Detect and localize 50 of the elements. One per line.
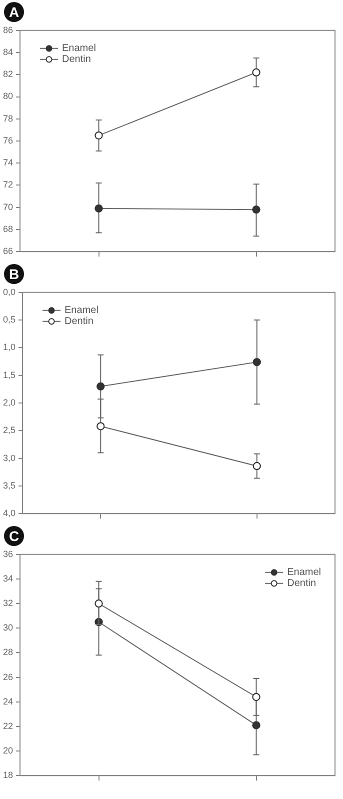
point: [96, 422, 105, 430]
y-tick-label: 86: [2, 24, 14, 35]
point: [252, 462, 261, 470]
y-tick-label: 80: [2, 91, 14, 102]
y-tick-label: 1,5: [2, 370, 16, 380]
point: [252, 206, 260, 214]
y-tick-label: 34: [2, 573, 14, 584]
y-tick-label: 2,0: [2, 397, 16, 408]
y-tick-label: 76: [2, 135, 14, 146]
y-tick-label: 24: [2, 696, 14, 706]
point: [94, 600, 103, 608]
y-tick-label: 72: [2, 180, 14, 190]
point: [252, 358, 261, 366]
chart-title: C: [4, 526, 24, 546]
y-tick-label: 1,0: [2, 342, 16, 352]
y-tick-label: 28: [2, 647, 14, 658]
y-tick-label: 30: [2, 622, 14, 633]
y-tick-label: 78: [2, 113, 14, 124]
chart-title: A: [4, 2, 24, 22]
y-tick-label: 0,0: [2, 286, 16, 297]
y-tick-label: 20: [2, 746, 14, 756]
y-tick-label: 18: [2, 770, 14, 780]
legend-label: Dentin: [287, 578, 316, 590]
y-tick-label: 32: [2, 598, 14, 608]
point: [252, 692, 260, 701]
legend-label: Enamel: [287, 567, 321, 578]
point: [96, 382, 105, 390]
legend-label: Enamel: [64, 305, 98, 316]
y-tick-label: 0,5: [2, 314, 16, 325]
y-tick-label: 3,5: [2, 480, 16, 490]
point: [252, 68, 260, 76]
legend-label: Dentin: [62, 54, 91, 66]
y-tick-label: 22: [2, 720, 14, 731]
y-tick-label: 74: [2, 158, 14, 168]
point: [94, 204, 103, 212]
y-tick-label: 66: [2, 246, 14, 256]
y-tick-label: 36: [2, 548, 14, 559]
point: [252, 721, 260, 730]
legend-label: Enamel: [62, 43, 96, 54]
y-tick-label: 26: [2, 672, 14, 682]
chart-title: B: [4, 264, 24, 284]
y-tick-label: 4,0: [2, 508, 16, 518]
y-tick-label: 3,0: [2, 452, 16, 463]
y-tick-label: 2,5: [2, 425, 16, 436]
legend-label: Dentin: [64, 316, 94, 328]
y-tick-label: 82: [2, 69, 14, 80]
y-tick-label: 70: [2, 202, 14, 212]
y-tick-label: 68: [2, 224, 14, 234]
y-tick-label: 84: [2, 47, 14, 58]
point: [94, 131, 103, 140]
